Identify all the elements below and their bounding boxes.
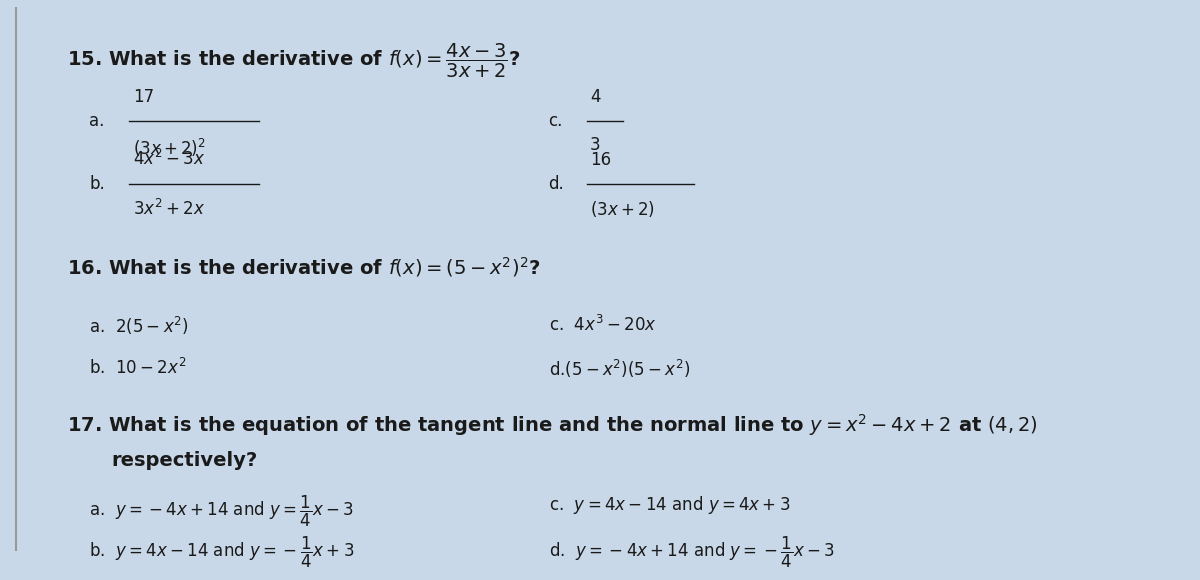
Text: c.  $4x^3 - 20x$: c. $4x^3 - 20x$ (548, 314, 656, 335)
Text: c.: c. (548, 113, 563, 130)
Text: b.  $y = 4x - 14$ and $y = -\dfrac{1}{4}x + 3$: b. $y = 4x - 14$ and $y = -\dfrac{1}{4}x… (89, 535, 354, 570)
Text: $(3x+2)$: $(3x+2)$ (590, 199, 655, 219)
Text: b.: b. (89, 175, 104, 193)
Text: 4: 4 (590, 88, 601, 106)
Text: d.: d. (548, 175, 564, 193)
Text: 17. What is the equation of the tangent line and the normal line to $y = x^2 - 4: 17. What is the equation of the tangent … (67, 412, 1038, 438)
Text: 3: 3 (590, 136, 601, 154)
Text: 15. What is the derivative of $f(x) = \dfrac{4x-3}{3x+2}$?: 15. What is the derivative of $f(x) = \d… (67, 42, 521, 81)
Text: 16. What is the derivative of $f(x) = (5 - x^2)^2$?: 16. What is the derivative of $f(x) = (5… (67, 255, 540, 278)
Text: b.  $10 - 2x^2$: b. $10 - 2x^2$ (89, 358, 186, 378)
Text: d.$(5 - x^2)(5 - x^2)$: d.$(5 - x^2)(5 - x^2)$ (548, 358, 690, 380)
Text: 17: 17 (133, 88, 154, 106)
Text: a.  $2(5 - x^2)$: a. $2(5 - x^2)$ (89, 314, 188, 336)
Text: c.  $y = 4x - 14$ and $y = 4x + 3$: c. $y = 4x - 14$ and $y = 4x + 3$ (548, 494, 790, 516)
Text: a.  $y = -4x + 14$ and $y = \dfrac{1}{4}x - 3$: a. $y = -4x + 14$ and $y = \dfrac{1}{4}x… (89, 494, 354, 530)
Text: a.: a. (89, 113, 104, 130)
Text: $(3x+2)^2$: $(3x+2)^2$ (133, 136, 205, 158)
Text: respectively?: respectively? (110, 451, 257, 470)
Text: 16: 16 (590, 151, 611, 169)
Text: $3x^2+2x$: $3x^2+2x$ (133, 199, 205, 219)
Text: $4x^2-3x$: $4x^2-3x$ (133, 148, 205, 169)
Text: d.  $y = -4x + 14$ and $y = -\dfrac{1}{4}x - 3$: d. $y = -4x + 14$ and $y = -\dfrac{1}{4}… (548, 535, 834, 570)
